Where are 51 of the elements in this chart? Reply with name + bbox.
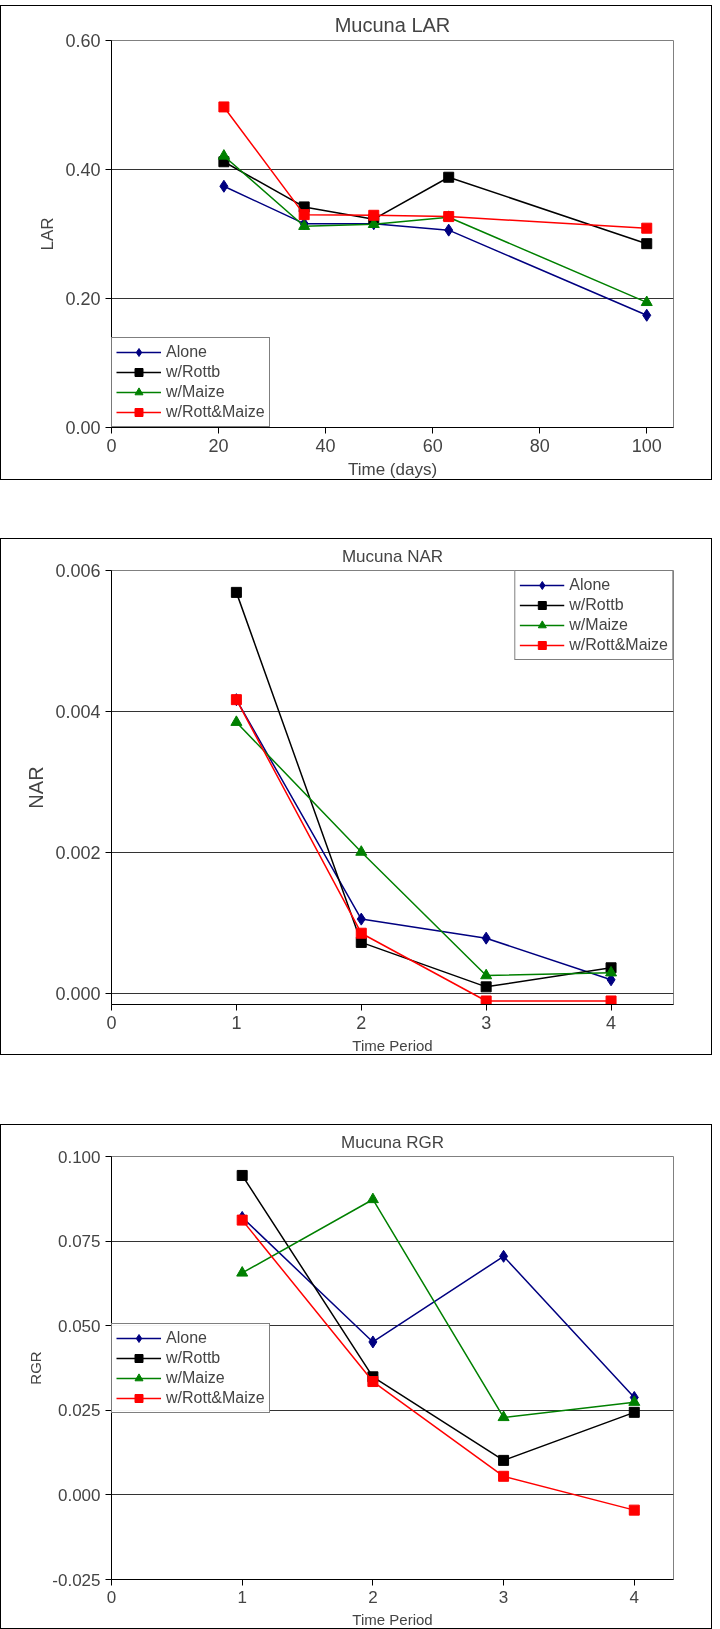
x-tick-label: 0 (106, 435, 117, 456)
legend-label: w/Rott&Maize (166, 403, 265, 421)
y-tick-label: 0.20 (65, 289, 101, 309)
x-axis-title: Time Period (352, 1610, 433, 1628)
y-axis-title: RGR (27, 1351, 45, 1385)
legend-label: w/Rott&Maize (166, 1388, 265, 1407)
y-tick-label: 0.100 (57, 1147, 101, 1167)
y-tick-label: 0.40 (65, 160, 101, 180)
legend-label: w/Rottb (166, 363, 221, 381)
y-tick-label: 0.025 (57, 1401, 101, 1421)
y-axis-title: LAR (38, 217, 58, 251)
x-tick-label: 1 (231, 1012, 242, 1033)
chart-title: Mucuna RGR (341, 1132, 444, 1152)
x-tick-label: 80 (529, 435, 550, 456)
legend-label: Alone (569, 576, 611, 594)
legend-label: w/Rottb (166, 1348, 221, 1367)
legend-label: w/Rottb (569, 596, 624, 614)
x-tick-label: 40 (315, 435, 336, 456)
x-tick-label: 3 (481, 1012, 492, 1033)
legend-label: w/Rott&Maize (569, 636, 668, 654)
legend-label: w/Maize (569, 616, 628, 634)
x-tick-label: 2 (368, 1587, 378, 1607)
x-tick-label: 4 (629, 1587, 640, 1607)
y-tick-label: 0.00 (65, 418, 101, 438)
y-axis-title: NAR (25, 766, 48, 809)
y-tick-label: 0.60 (65, 31, 101, 51)
x-tick-label: 100 (631, 435, 662, 456)
x-tick-label: 1 (237, 1587, 247, 1607)
legend-label: Alone (166, 1328, 207, 1347)
x-tick-label: 3 (498, 1587, 509, 1607)
y-tick-label: 0.004 (55, 702, 101, 723)
x-tick-label: 0 (106, 1012, 117, 1033)
y-tick-label: 0.002 (55, 843, 101, 864)
chart-title: Mucuna LAR (334, 13, 451, 36)
chart-title: Mucuna NAR (341, 546, 444, 566)
legend-label: Alone (166, 343, 207, 361)
y-tick-label: 0.006 (55, 561, 101, 581)
x-tick-label: 4 (606, 1012, 617, 1033)
x-axis-title: Time (days) (347, 459, 438, 479)
x-axis-title: Time Period (352, 1036, 433, 1054)
legend-label: w/Maize (166, 1368, 225, 1387)
legend-label: w/Maize (166, 383, 225, 401)
y-tick-label: -0.025 (52, 1570, 101, 1590)
x-tick-label: 0 (106, 1587, 117, 1607)
x-tick-label: 60 (422, 435, 443, 456)
x-tick-label: 2 (356, 1012, 367, 1033)
y-tick-label: 0.000 (57, 1485, 101, 1505)
y-tick-label: 0.050 (57, 1316, 101, 1336)
y-tick-label: 0.075 (57, 1232, 101, 1252)
y-tick-label: 0.000 (55, 984, 101, 1005)
x-tick-label: 20 (208, 435, 229, 456)
